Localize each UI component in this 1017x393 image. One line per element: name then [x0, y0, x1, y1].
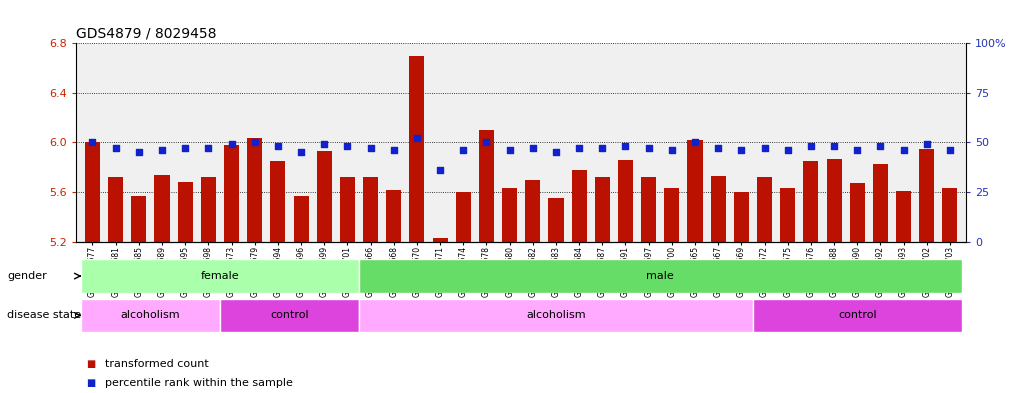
Bar [849, 184, 864, 242]
Bar [410, 56, 424, 242]
Bar [664, 188, 679, 242]
Text: control: control [271, 310, 309, 320]
Point [780, 147, 796, 154]
Point [826, 143, 842, 150]
Bar [548, 198, 563, 242]
Point [686, 139, 703, 145]
Bar [247, 138, 262, 242]
Point [548, 149, 564, 156]
Bar [479, 130, 494, 242]
Point [224, 141, 240, 148]
Bar [572, 170, 587, 242]
Bar [618, 160, 633, 242]
Point [733, 147, 750, 154]
Point [84, 139, 101, 145]
Text: alcoholism: alcoholism [526, 310, 586, 320]
Text: percentile rank within the sample: percentile rank within the sample [105, 378, 293, 388]
Point [802, 143, 819, 150]
Point [849, 147, 865, 154]
Bar [386, 189, 402, 242]
Text: alcoholism: alcoholism [121, 310, 180, 320]
Point [340, 143, 356, 150]
Bar [525, 180, 540, 242]
Point [478, 139, 494, 145]
Point [131, 149, 147, 156]
Point [873, 143, 889, 150]
Bar [81, 259, 359, 293]
Text: male: male [647, 271, 674, 281]
Point [594, 145, 610, 152]
Bar [178, 182, 193, 242]
Bar [803, 161, 819, 242]
Bar [753, 299, 961, 332]
Bar [432, 238, 447, 242]
Point [895, 147, 911, 154]
Point [316, 141, 333, 148]
Text: transformed count: transformed count [105, 358, 208, 369]
Text: disease state: disease state [7, 310, 81, 320]
Bar [359, 299, 753, 332]
Text: female: female [200, 271, 239, 281]
Bar [316, 151, 332, 242]
Point [385, 147, 402, 154]
Bar [359, 259, 961, 293]
Point [501, 147, 518, 154]
Point [918, 141, 935, 148]
Point [108, 145, 124, 152]
Bar [595, 177, 610, 242]
Point [270, 143, 286, 150]
Bar [131, 196, 146, 242]
Bar [108, 177, 123, 242]
Bar [294, 196, 308, 242]
Point [154, 147, 170, 154]
Point [617, 143, 634, 150]
Point [432, 167, 448, 173]
Bar [734, 192, 749, 242]
Point [710, 145, 726, 152]
Text: ■: ■ [86, 358, 96, 369]
Bar [200, 177, 216, 242]
Text: GDS4879 / 8029458: GDS4879 / 8029458 [76, 27, 217, 40]
Bar [224, 145, 239, 242]
Bar [943, 188, 957, 242]
Point [409, 135, 425, 141]
Bar [919, 149, 935, 242]
Point [362, 145, 378, 152]
Bar [780, 188, 795, 242]
Bar [340, 177, 355, 242]
Point [177, 145, 193, 152]
Bar [85, 142, 100, 242]
Text: gender: gender [7, 271, 47, 281]
Bar [502, 188, 518, 242]
Bar [827, 159, 842, 242]
Bar [711, 176, 726, 242]
Bar [155, 175, 170, 242]
Bar [896, 191, 911, 242]
Bar [271, 161, 286, 242]
Point [571, 145, 587, 152]
Bar [757, 177, 772, 242]
Text: ■: ■ [86, 378, 96, 388]
Bar [641, 177, 656, 242]
Bar [456, 192, 471, 242]
Point [757, 145, 773, 152]
Bar [81, 299, 220, 332]
Bar [873, 163, 888, 242]
Point [293, 149, 309, 156]
Bar [687, 140, 703, 242]
Point [525, 145, 541, 152]
Point [246, 139, 262, 145]
Text: control: control [838, 310, 877, 320]
Point [664, 147, 680, 154]
Point [456, 147, 472, 154]
Bar [220, 299, 359, 332]
Point [942, 147, 958, 154]
Point [641, 145, 657, 152]
Point [200, 145, 217, 152]
Bar [363, 177, 378, 242]
